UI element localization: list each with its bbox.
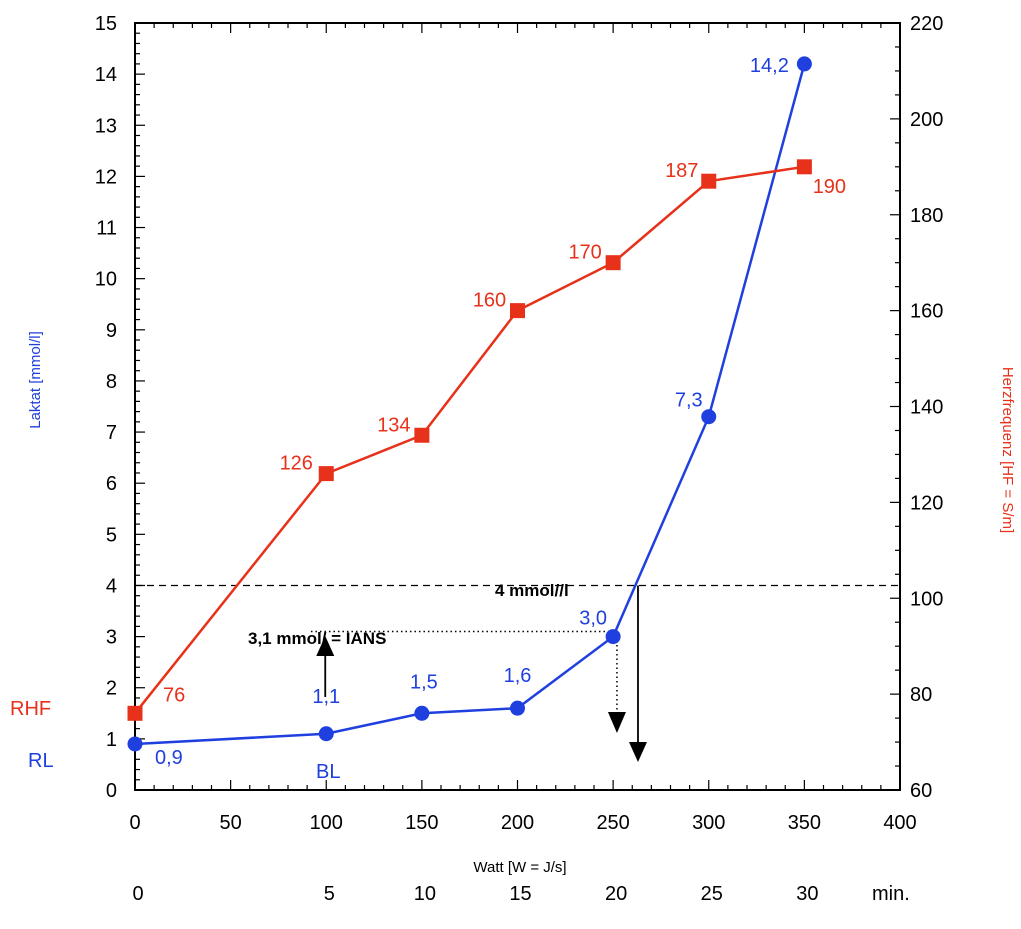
heart-rate-point [796,159,812,175]
up-arrow-head [316,636,335,656]
right-tick-label: 180 [910,205,943,227]
left-tick-label: 3 [106,627,117,649]
left-tick-label: 0 [106,780,117,802]
lactate-data-label: 1,6 [504,665,532,687]
heart-rate-point [414,427,430,443]
right-tick-label: 220 [910,13,943,35]
time-tick-label: 10 [414,883,436,905]
heart-rate-data-label: 170 [568,242,601,264]
left-tick-label: 2 [106,678,117,700]
left-tick-label: 15 [95,13,117,35]
heart-rate-data-label: 126 [280,453,313,475]
right-axis-title: Herzfrequenz [HF = S/m] [999,367,1016,533]
left-tick-label: 9 [106,320,117,342]
lactate-point [318,726,334,742]
lactate-data-label: 14,2 [750,55,789,77]
x-tick-label: 300 [692,812,725,834]
right-tick-label: 100 [910,588,943,610]
heart-rate-data-label: 134 [377,414,410,436]
bl-label: BL [316,761,340,783]
heart-rate-data-label: 160 [473,290,506,312]
heart-rate-data-label: 76 [163,684,185,706]
x-axis-title: Watt [W = J/s] [473,859,566,876]
left-tick-label: 12 [95,166,117,188]
heart-rate-point [318,466,334,482]
left-tick-label: 6 [106,473,117,495]
left-tick-label: 11 [96,218,117,240]
left-tick-label: 7 [106,422,117,444]
ians-down-arrow-head [607,712,626,733]
heart-rate-point [510,303,525,319]
x-tick-label: 350 [788,812,821,834]
lactate-point [796,56,812,72]
time-tick-label: 5 [324,883,335,905]
heart-rate-data-label: 187 [665,160,698,182]
time-tick-label: 20 [605,883,627,905]
right-tick-label: 120 [910,492,943,514]
lactate-point [605,629,621,645]
lactate-data-label: 7,3 [675,390,703,412]
threshold-4-label: 4 mmol//l [495,581,569,600]
x-tick-label: 0 [129,812,140,834]
heart-rate-data-label: 190 [813,176,846,198]
left-tick-label: 10 [95,269,117,291]
left-tick-label: 8 [106,371,117,393]
time-tick-label: 25 [701,883,723,905]
left-axis-title: Laktat [mmol/l] [27,331,44,429]
threshold-down-arrow-head [628,742,647,762]
x-tick-label: 50 [220,812,242,834]
right-tick-label: 200 [910,109,943,131]
left-tick-label: 5 [106,524,117,546]
left-tick-label: 1 [106,729,117,751]
lactate-point [127,736,143,752]
x-tick-label: 100 [310,812,343,834]
heart-rate-point [127,705,143,721]
lactate-data-label: 0,9 [155,747,183,769]
lactate-point [414,705,430,721]
lactate-data-label: 1,5 [410,671,438,693]
x-tick-label: 200 [501,812,534,834]
rhf-label: RHF [10,698,51,720]
ians-label: 3,1 mmol/ = IANS [248,629,386,648]
lactate-data-label: 3,0 [579,608,607,630]
left-tick-label: 13 [95,115,117,137]
right-tick-label: 60 [910,780,932,802]
right-tick-label: 160 [910,301,943,323]
lactate-data-label: 1,1 [312,686,340,708]
heart-rate-point [701,173,717,189]
lactate-point [701,409,717,425]
right-tick-label: 80 [910,684,932,706]
time-unit-label: min. [872,883,910,905]
right-tick-label: 140 [910,397,943,419]
left-tick-label: 4 [106,575,117,597]
time-tick-label: 30 [796,883,818,905]
lactate-line [134,63,806,746]
rl-label: RL [28,750,54,772]
heart-rate-point [605,255,621,271]
x-tick-label: 150 [405,812,438,834]
x-tick-label: 250 [596,812,629,834]
lactate-point [510,700,525,716]
time-tick-label: 15 [509,883,531,905]
left-tick-label: 14 [95,64,117,86]
x-tick-label: 400 [883,812,916,834]
time-tick-label: 0 [132,883,143,905]
